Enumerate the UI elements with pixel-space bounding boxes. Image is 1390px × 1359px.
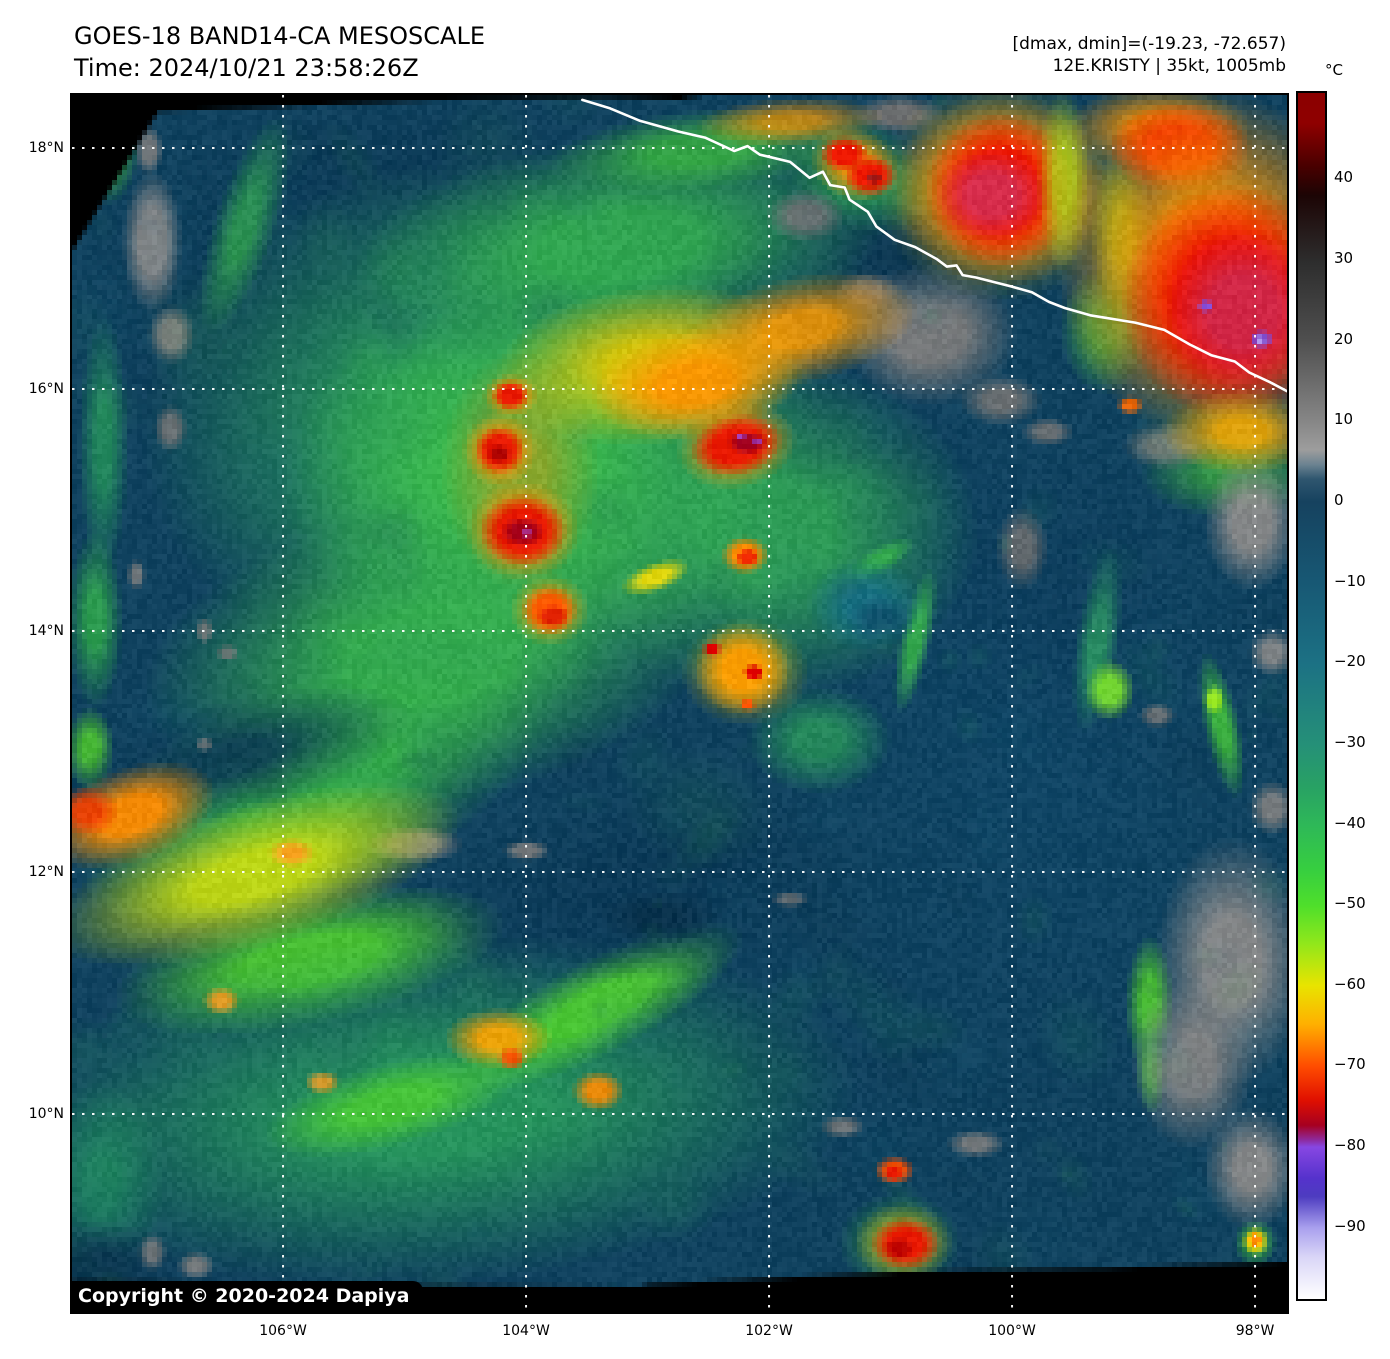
lat-tick-label: 18°N: [28, 140, 64, 157]
copyright-label: Copyright © 2020-2024 Dapiya: [72, 1281, 424, 1312]
colorbar-tick-label: 20: [1334, 329, 1354, 348]
colorbar-tick-label: −60: [1334, 974, 1366, 993]
colorbar-tick-label: −30: [1334, 732, 1366, 751]
colorbar-tick-label: 40: [1334, 168, 1354, 187]
colorbar-tick-label: −10: [1334, 571, 1366, 590]
map-overlay: [72, 95, 1287, 1312]
satellite-image: [72, 95, 1287, 1312]
header-right: [dmax, dmin]=(-19.23, -72.657) 12E.KRIST…: [1013, 33, 1287, 77]
colorbar-tick-label: −90: [1334, 1216, 1366, 1235]
lat-tick-label: 10°N: [28, 1105, 64, 1122]
lat-tick-label: 16°N: [28, 381, 64, 398]
colorbar-tick-label: −20: [1334, 652, 1366, 671]
header-left: GOES-18 BAND14-CA MESOSCALE Time: 2024/1…: [74, 20, 485, 84]
colorbar-tick-label: −70: [1334, 1055, 1366, 1074]
colorbar-tick-label: 0: [1334, 490, 1344, 509]
colorbar-unit-label: °C: [1325, 61, 1343, 79]
colorbar-tick-label: −80: [1334, 1136, 1366, 1155]
colorbar-tick-label: 10: [1334, 410, 1354, 429]
lat-tick-label: 14°N: [28, 622, 64, 639]
lat-tick-label: 12°N: [28, 864, 64, 881]
lon-tick-label: 106°W: [259, 1323, 307, 1339]
coastline: [580, 98, 1287, 393]
lon-tick-label: 98°W: [1235, 1323, 1275, 1339]
lon-tick-label: 104°W: [502, 1323, 550, 1339]
colorbar-tick-label: −50: [1334, 894, 1366, 913]
lon-tick-label: 102°W: [745, 1323, 793, 1339]
lon-tick-label: 100°W: [988, 1323, 1036, 1339]
storm-info-label: 12E.KRISTY | 35kt, 1005mb: [1052, 56, 1286, 76]
map-panel: Copyright © 2020-2024 Dapiya: [70, 93, 1289, 1314]
page-title: GOES-18 BAND14-CA MESOSCALE: [74, 22, 485, 50]
dmax-dmin-label: [dmax, dmin]=(-19.23, -72.657): [1012, 34, 1287, 54]
colorbar-tick-label: −40: [1334, 813, 1366, 832]
timestamp-label: Time: 2024/10/21 23:58:26Z: [74, 54, 419, 82]
colorbar: [1296, 91, 1327, 1301]
colorbar-gradient: [1298, 93, 1325, 1299]
colorbar-tick-label: 30: [1334, 249, 1354, 268]
